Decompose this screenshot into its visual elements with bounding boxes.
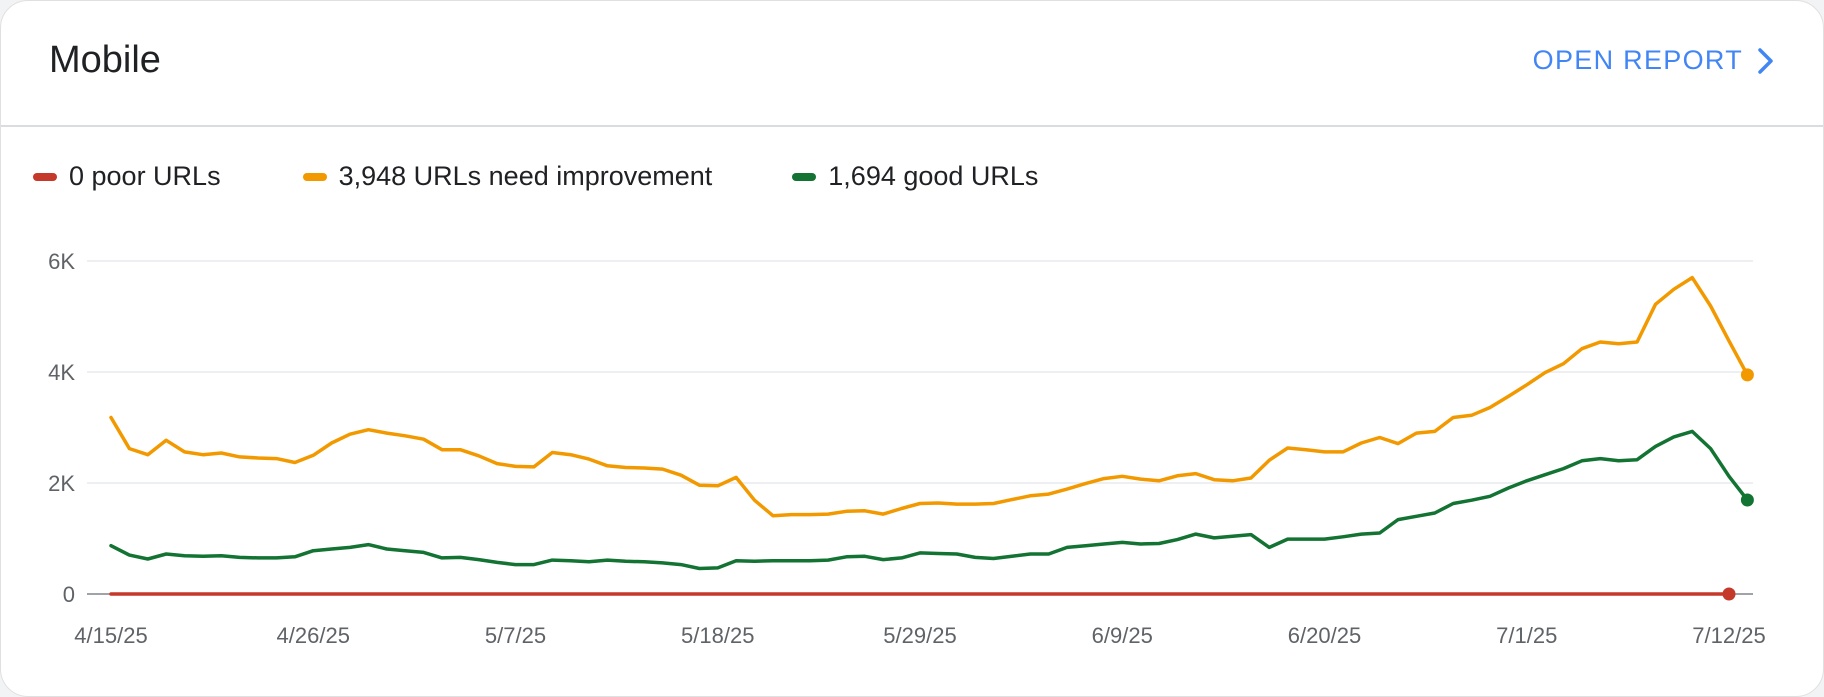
x-tick-label: 5/29/25 [883,623,956,648]
x-tick-label: 7/1/25 [1496,623,1557,648]
legend-label-need-improvement: 3,948 URLs need improvement [338,161,713,191]
y-tick-label: 2K [48,471,75,496]
x-tick-label: 6/20/25 [1288,623,1361,648]
series-endpoint-2 [1740,493,1754,507]
y-tick-label: 4K [48,360,75,385]
x-tick-label: 6/9/25 [1092,623,1153,648]
open-report-link[interactable]: OPEN REPORT [1533,45,1775,76]
series-line-1 [109,275,1750,518]
card-title: Mobile [49,39,161,81]
open-report-label: OPEN REPORT [1532,45,1743,75]
series-line-2 [109,429,1750,571]
chart-legend: 0 poor URLs 3,948 URLs need improvement … [33,161,1120,192]
legend-swatch-poor [33,172,57,181]
legend-item-need-improvement[interactable]: 3,948 URLs need improvement [302,161,713,192]
y-tick-label: 0 [63,582,75,607]
legend-item-good[interactable]: 1,694 good URLs [792,161,1038,192]
x-tick-label: 4/15/25 [74,623,147,648]
y-tick-label: 6K [48,249,75,274]
x-tick-label: 5/7/25 [485,623,546,648]
legend-label-poor: 0 poor URLs [69,161,221,191]
chevron-right-icon [1757,47,1775,75]
legend-swatch-need-improvement [302,172,327,181]
series-endpoint-0 [1722,587,1736,601]
card-header: Mobile OPEN REPORT [1,1,1823,127]
legend-swatch-good [792,172,817,181]
series-endpoint-1 [1740,368,1754,382]
legend-item-poor[interactable]: 0 poor URLs [33,161,221,192]
x-tick-label: 5/18/25 [681,623,754,648]
x-tick-label: 7/12/25 [1692,623,1765,648]
legend-label-good: 1,694 good URLs [828,161,1039,191]
x-tick-label: 4/26/25 [277,623,350,648]
